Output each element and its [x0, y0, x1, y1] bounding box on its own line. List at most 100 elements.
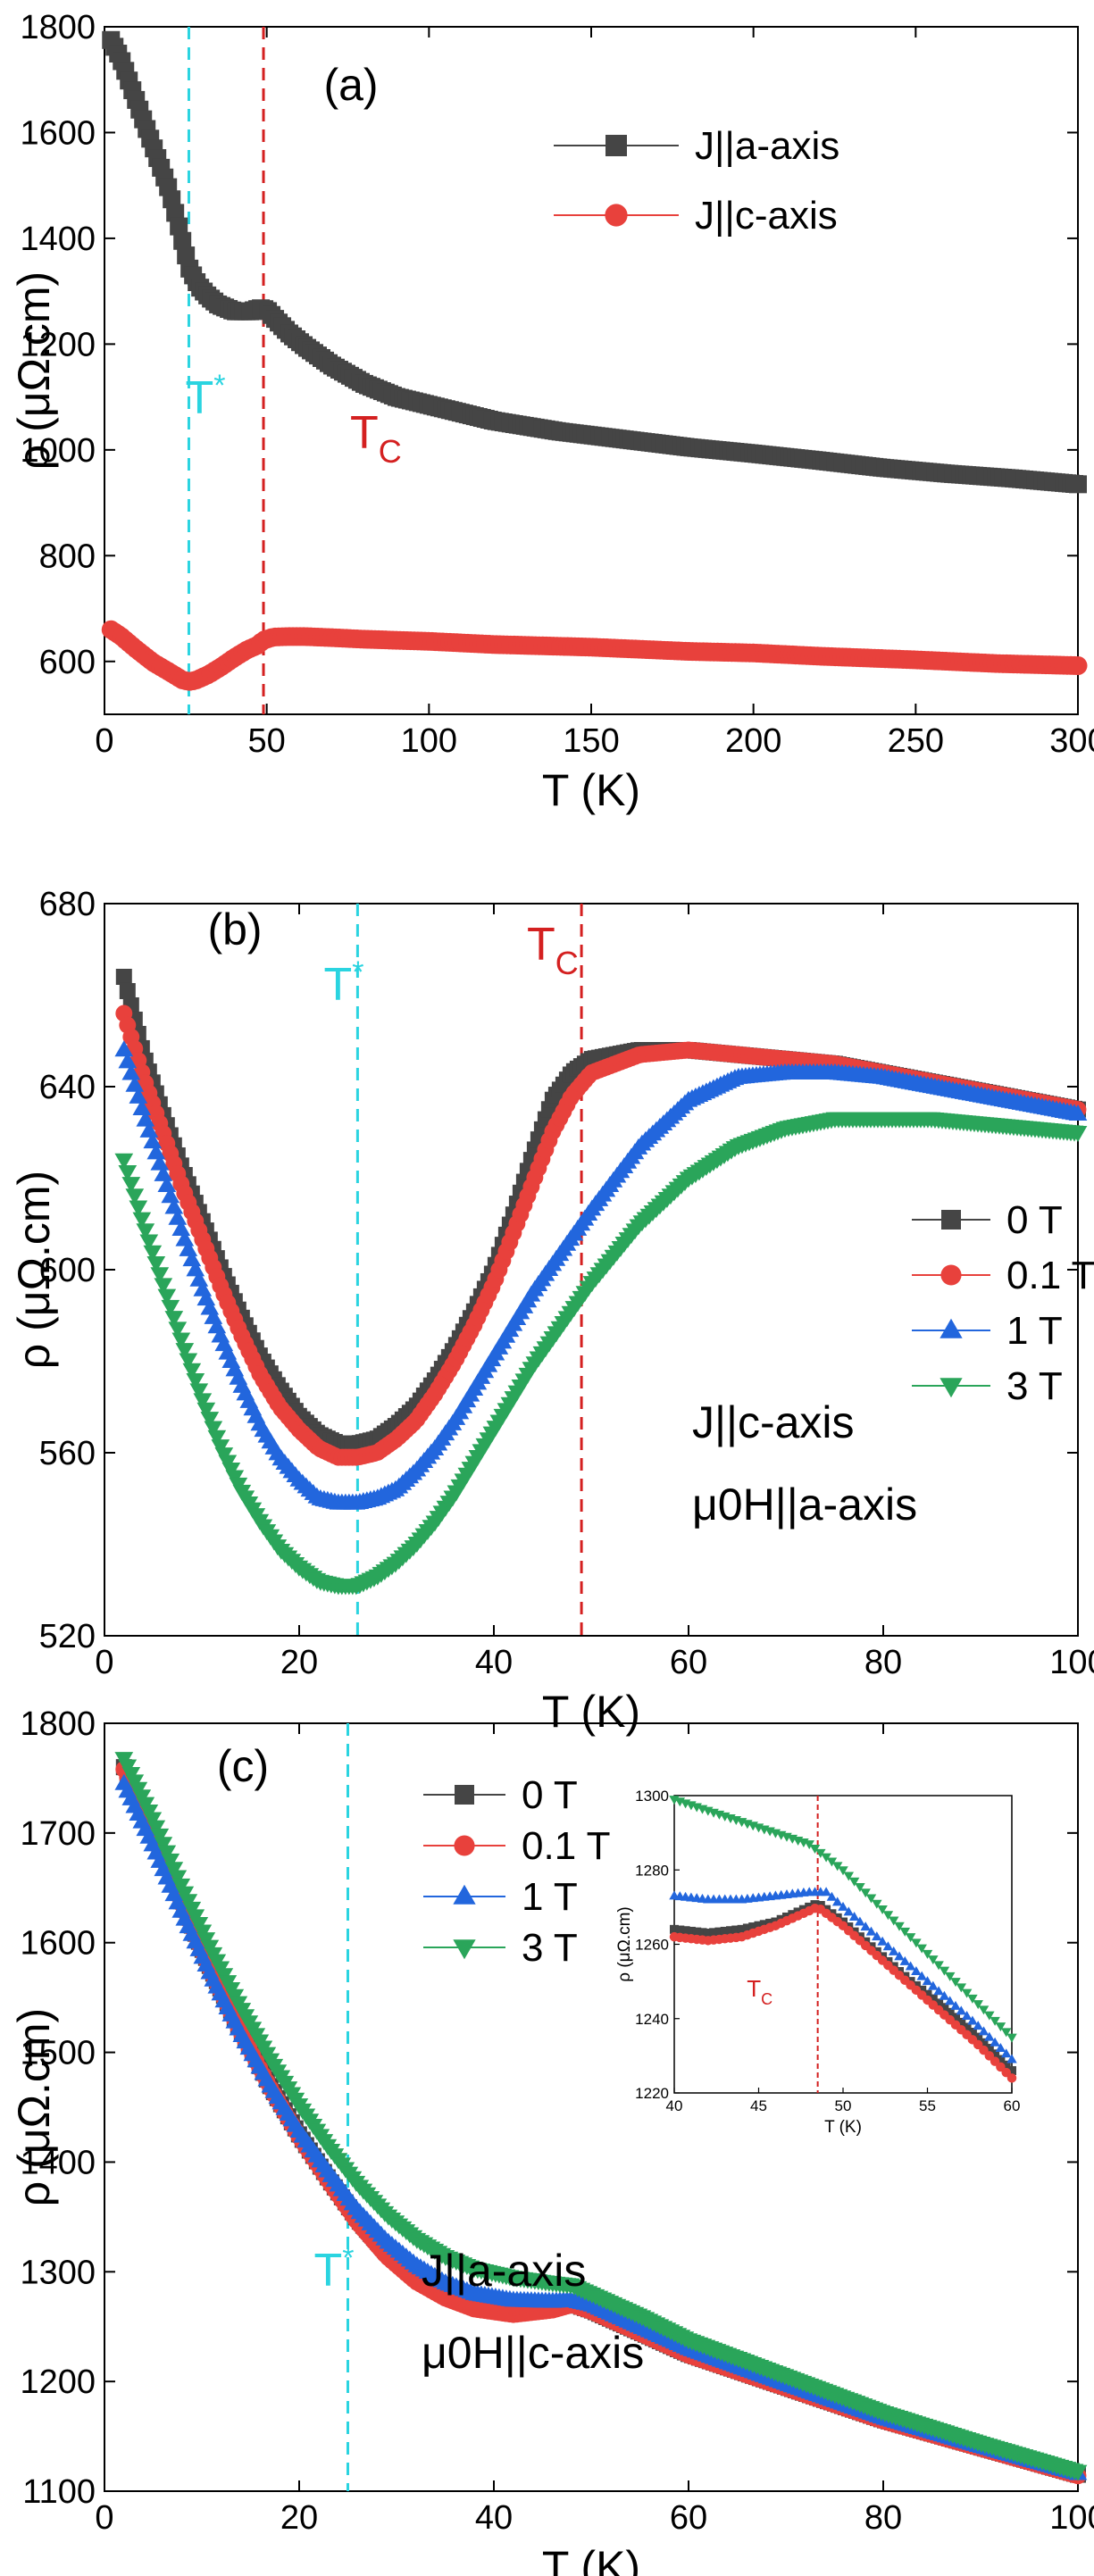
- y-tick-label: 1400: [20, 221, 96, 258]
- inset-data-point: [877, 1905, 888, 1914]
- y-tick-label: 640: [39, 1069, 96, 1106]
- data-point: [171, 1219, 191, 1236]
- inset-data-point: [759, 1920, 769, 1930]
- legend-marker: [453, 1884, 476, 1905]
- inset-data-point: [865, 1926, 877, 1936]
- inset-data-point: [838, 1901, 848, 1911]
- inset-chart: 40 45 50 55 60 1220 1240 1260 1280 1300 T (K) ρ (μΩ…: [615, 1788, 1020, 2137]
- legend-marker: [454, 1835, 475, 1856]
- y-axis-title: ρ (μΩ.cm): [9, 271, 59, 470]
- x-tick-label: 60: [670, 2499, 707, 2537]
- series-3-t: [114, 1112, 1088, 1596]
- data-point: [157, 1288, 177, 1305]
- x-axis-title: T (K): [542, 2542, 640, 2576]
- inset-data-point: [940, 2003, 949, 2013]
- inset-data-point: [961, 1988, 973, 1998]
- data-point: [166, 204, 185, 222]
- tstar-annotation: T*: [186, 369, 226, 424]
- inset-data-point: [933, 1986, 944, 1996]
- inset-data-point: [754, 1921, 764, 1930]
- y-tick-label: 800: [39, 538, 96, 575]
- x-tick-label: 100: [1049, 2499, 1094, 2537]
- y-tick-label: 1400: [20, 2144, 96, 2181]
- inset-data-point: [990, 2037, 1000, 2047]
- legend-marker: [940, 1318, 963, 1338]
- legend-label: 0 T: [1006, 1198, 1063, 1242]
- data-point: [121, 1063, 141, 1080]
- tstar-main: T: [314, 2245, 343, 2297]
- inset-data-point: [979, 2038, 989, 2047]
- data-point: [1068, 2464, 1088, 2481]
- inset-y-title: ρ (μΩ.cm): [615, 1906, 634, 1982]
- x-tick-label: 0: [95, 722, 113, 760]
- y-tick-label: 1800: [20, 1705, 96, 1743]
- tstar-annotation: T*: [314, 2241, 355, 2297]
- inset-data-point: [984, 2031, 995, 2041]
- x-tick-label: 150: [563, 722, 619, 760]
- tc-annotation: TC: [350, 407, 402, 470]
- y-tick-label: 1100: [22, 2473, 96, 2511]
- inset-data-point: [882, 1941, 894, 1951]
- legend-marker: [941, 1210, 961, 1230]
- data-point: [121, 1177, 141, 1194]
- y-tick-label: 560: [39, 1435, 96, 1472]
- data-point: [161, 1299, 180, 1316]
- inset-y-tick-label: 1220: [635, 2085, 669, 2102]
- inset-data-point: [877, 1936, 888, 1946]
- legend-label: J||a-axis: [695, 124, 839, 168]
- inset-data-point: [978, 2026, 990, 2036]
- x-tick-label: 250: [888, 722, 944, 760]
- data-point: [114, 1040, 134, 1057]
- legend-marker: [940, 1378, 963, 1398]
- data-point: [1068, 1126, 1088, 1143]
- data-point: [154, 1164, 173, 1181]
- inset-data-point: [888, 1916, 899, 1926]
- inset-data-point: [956, 1983, 967, 1993]
- x-tick-label: 80: [864, 2499, 902, 2537]
- data-point: [146, 1820, 166, 1837]
- tstar-main: T: [324, 959, 353, 1011]
- inset-x-tick-label: 60: [1004, 2097, 1021, 2114]
- data-point: [115, 969, 132, 985]
- plot-frame: [104, 903, 1079, 1637]
- y-tick-label: 1300: [20, 2254, 96, 2291]
- inset-data-point: [905, 1961, 916, 1971]
- data-point: [157, 1845, 177, 1862]
- inset-data-point: [826, 1891, 838, 1901]
- inset-data-point: [973, 2021, 983, 2030]
- data-point: [154, 1837, 173, 1854]
- data-point: [119, 982, 136, 999]
- inset-data-point: [917, 1985, 927, 1995]
- inset-y-tick-label: 1280: [635, 1862, 669, 1879]
- x-tick-label: 80: [864, 1644, 902, 1681]
- inset-x-title: T (K): [824, 2118, 862, 2137]
- inset-data-point: [826, 1857, 838, 1867]
- inset-data-point: [978, 2005, 990, 2015]
- panel-label: (c): [217, 1741, 269, 1791]
- data-point: [173, 231, 192, 250]
- inset-data-point: [681, 1926, 690, 1936]
- data-point: [1068, 656, 1088, 676]
- data-point: [125, 1188, 145, 1205]
- inset-data-point: [1006, 2073, 1017, 2083]
- data-point: [175, 1343, 195, 1360]
- data-point: [171, 1332, 191, 1349]
- inset-data-point: [939, 1990, 950, 2000]
- data-point: [114, 1153, 134, 1170]
- inset-data-point: [872, 1931, 882, 1941]
- inset-series: [669, 1904, 1017, 2083]
- y-tick-label: 520: [39, 1618, 96, 1655]
- inset-x-tick-label: 50: [835, 2097, 852, 2114]
- inset-data-point: [939, 1966, 950, 1976]
- inset-series: [669, 1887, 1017, 2063]
- inset-data-point: [882, 1911, 894, 1921]
- tc-sub: C: [555, 945, 579, 981]
- inset-data-point: [962, 2022, 972, 2032]
- series-0-1-t: [115, 1005, 1087, 1466]
- x-axis-title: T (K): [542, 1687, 640, 1737]
- inset-tc-annotation: TC: [747, 1975, 772, 2008]
- inset-data-point: [928, 1980, 939, 1990]
- inset-y-tick-label: 1260: [635, 1937, 669, 1954]
- inset-x-tick-label: 55: [919, 2097, 936, 2114]
- legend-label: J||c-axis: [695, 194, 838, 238]
